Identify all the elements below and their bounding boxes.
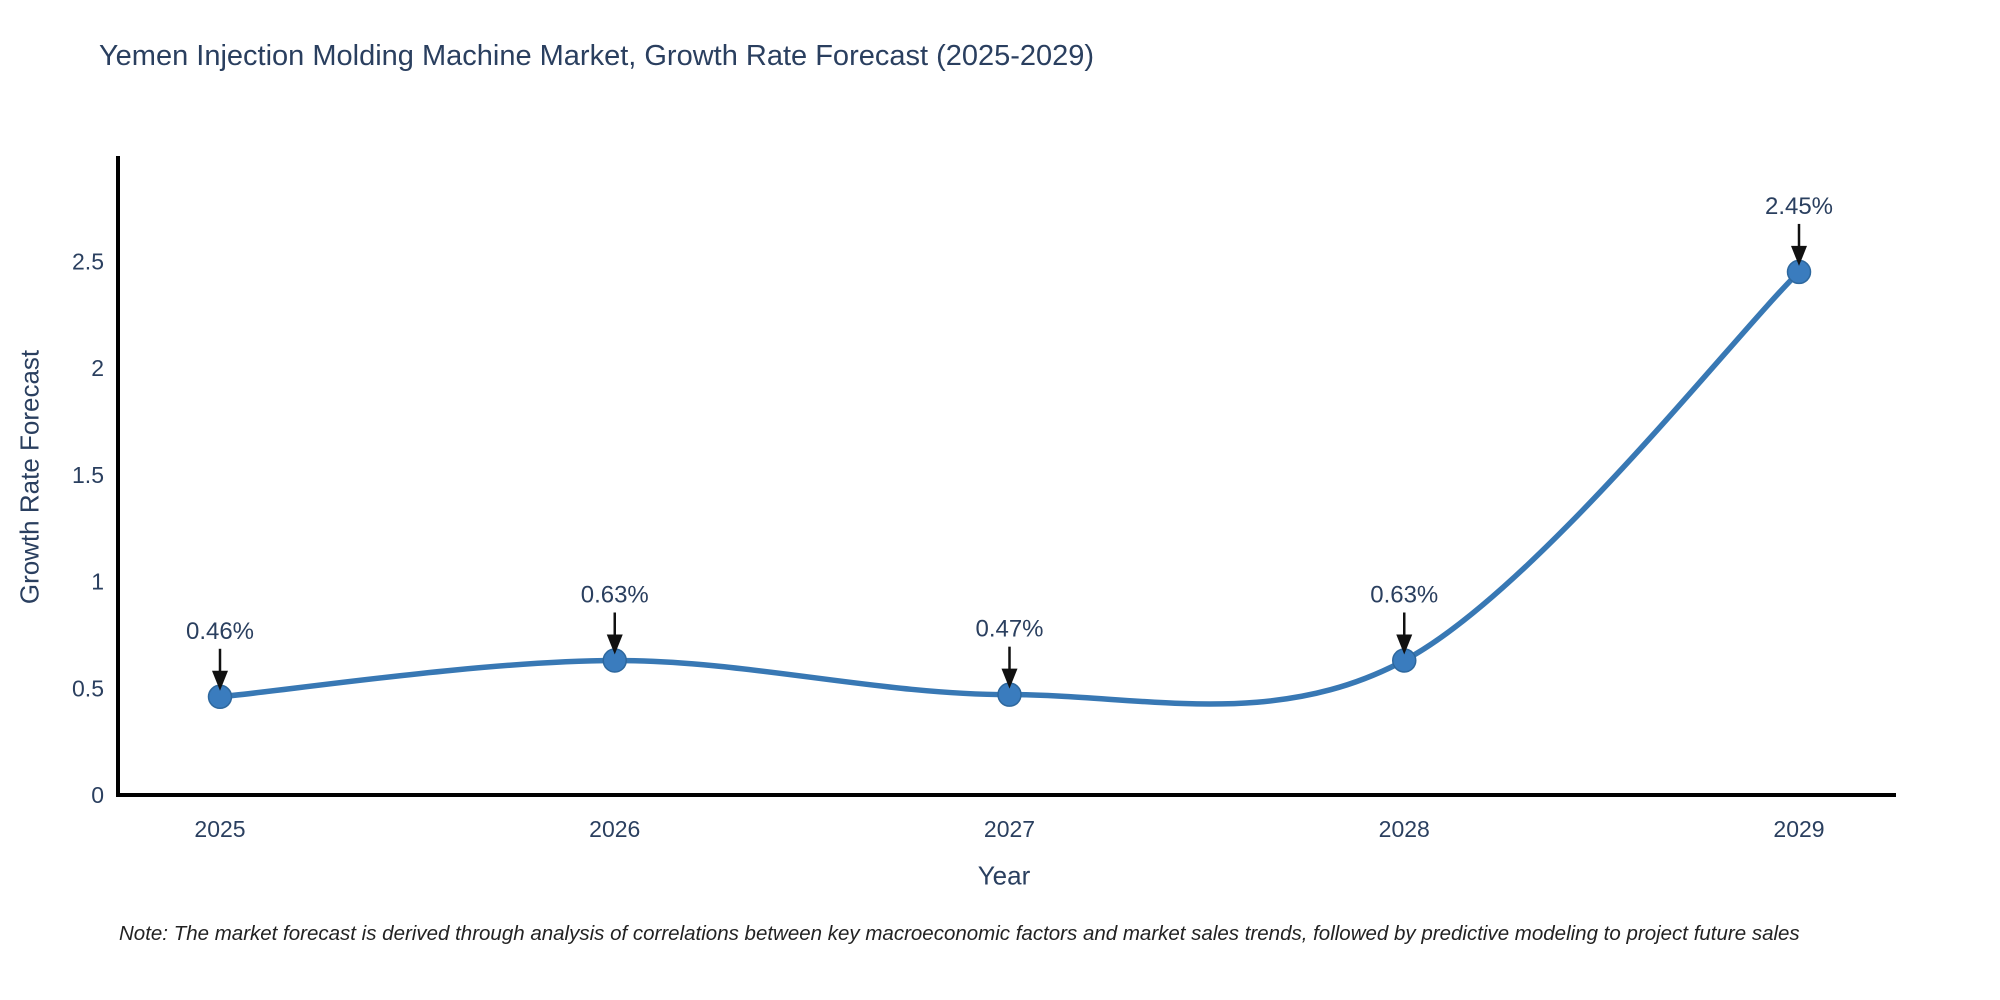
- point-value-label: 0.47%: [975, 616, 1043, 643]
- annotation-arrow-head: [212, 670, 228, 691]
- point-value-label: 0.46%: [186, 618, 254, 645]
- footnote: Note: The market forecast is derived thr…: [119, 922, 1800, 945]
- annotation-arrow-head: [1396, 634, 1413, 655]
- point-value-label: 0.63%: [1370, 581, 1438, 608]
- x-tick-label: 2028: [1379, 816, 1430, 842]
- axis-spines: [116, 156, 1896, 797]
- chart-title: Yemen Injection Molding Machine Market, …: [99, 40, 1095, 72]
- y-tick-label: 2.5: [72, 248, 104, 274]
- x-tick-label: 2029: [1773, 816, 1824, 842]
- point-value-label: 0.63%: [581, 581, 649, 608]
- forecast-line: [217, 269, 1802, 707]
- y-tick-label: 1: [91, 569, 104, 595]
- y-tick-label: 1.5: [72, 462, 104, 488]
- y-tick-label: 0.5: [72, 675, 104, 701]
- x-axis-title: Year: [977, 860, 1031, 891]
- annotation-arrow-head: [1001, 668, 1018, 689]
- annotation-arrow-head: [1791, 245, 1807, 266]
- point-value-label: 2.45%: [1765, 193, 1833, 220]
- y-axis-title: Growth Rate Forecast: [14, 349, 45, 605]
- x-tick-label: 2027: [984, 816, 1035, 842]
- y-tick-label: 0: [91, 782, 104, 808]
- y-tick-label: 2: [91, 355, 104, 381]
- x-tick-label: 2025: [194, 816, 245, 842]
- annotation-arrow-head: [606, 634, 623, 655]
- x-tick-label: 2026: [589, 816, 640, 842]
